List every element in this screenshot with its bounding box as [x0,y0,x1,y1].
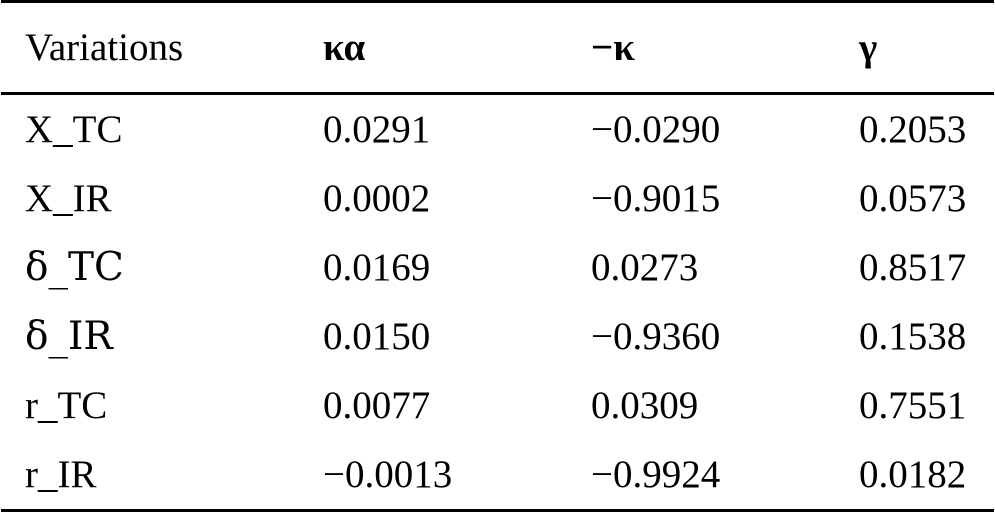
cell-gamma: 0.7551 [859,384,967,427]
table-row: X_TC 0.0291 −0.0290 0.2053 [1,94,994,165]
cell-neg-kappa: −0.9924 [591,453,721,496]
table-row: X_IR 0.0002 −0.9015 0.0573 [1,164,994,233]
cell-gamma: 0.0573 [859,177,967,220]
table-header-row: Variations κα −κ γ [1,1,994,94]
table-row: r_TC 0.0077 0.0309 0.7551 [1,371,994,440]
row-label: X_TC [25,108,123,151]
cell-neg-kappa: 0.0273 [591,246,699,289]
cell-kappa-alpha: 0.0002 [323,177,431,220]
table-row: δ_TC 0.0169 0.0273 0.8517 [1,233,994,302]
cell-kappa-alpha: 0.0291 [323,108,431,151]
table-row: r_IR −0.0013 −0.9924 0.0182 [1,440,994,511]
header-neg-kappa: −κ [591,26,635,69]
table-row: δ_IR 0.0150 −0.9360 0.1538 [1,302,994,371]
cell-gamma: 0.8517 [859,246,967,289]
row-label: r_TC [25,384,108,427]
row-label: δ_IR [25,314,113,359]
cell-neg-kappa: −0.9360 [591,315,721,358]
cell-kappa-alpha: 0.0150 [323,315,431,358]
row-label: X_IR [25,177,112,220]
header-kappa-alpha: κα [323,26,366,69]
cell-kappa-alpha: 0.0169 [323,246,431,289]
cell-kappa-alpha: 0.0077 [323,384,431,427]
cell-neg-kappa: 0.0309 [591,384,699,427]
row-label: δ_TC [25,245,124,290]
cell-gamma: 0.1538 [859,315,967,358]
header-variations: Variations [25,26,184,69]
cell-gamma: 0.2053 [859,108,967,151]
cell-kappa-alpha: −0.0013 [323,453,453,496]
cell-gamma: 0.0182 [859,453,967,496]
cell-neg-kappa: −0.9015 [591,177,721,220]
header-gamma: γ [859,26,878,69]
row-label: r_IR [25,453,97,496]
cell-neg-kappa: −0.0290 [591,108,721,151]
